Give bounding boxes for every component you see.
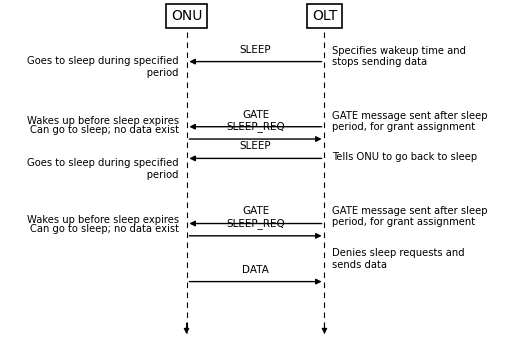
- Text: Denies sleep requests and
sends data: Denies sleep requests and sends data: [332, 248, 465, 270]
- Text: Goes to sleep during specified
              period: Goes to sleep during specified period: [27, 158, 179, 180]
- Text: Specifies wakeup time and
stops sending data: Specifies wakeup time and stops sending …: [332, 45, 466, 67]
- Text: Wakes up before sleep expires: Wakes up before sleep expires: [27, 215, 179, 225]
- Text: Wakes up before sleep expires: Wakes up before sleep expires: [27, 117, 179, 126]
- Text: Can go to sleep; no data exist: Can go to sleep; no data exist: [30, 125, 179, 135]
- Text: SLEEP: SLEEP: [240, 142, 271, 151]
- Text: Tells ONU to go back to sleep: Tells ONU to go back to sleep: [332, 152, 477, 162]
- Text: SLEEP_REQ: SLEEP_REQ: [226, 218, 285, 229]
- Text: SLEEP_REQ: SLEEP_REQ: [226, 121, 285, 132]
- Text: OLT: OLT: [312, 9, 337, 23]
- Text: SLEEP: SLEEP: [240, 45, 271, 55]
- Text: GATE: GATE: [242, 207, 269, 216]
- Text: GATE message sent after sleep
period, for grant assignment: GATE message sent after sleep period, fo…: [332, 206, 487, 227]
- Text: Goes to sleep during specified
              period: Goes to sleep during specified period: [27, 56, 179, 78]
- Text: GATE message sent after sleep
period, for grant assignment: GATE message sent after sleep period, fo…: [332, 111, 487, 132]
- Text: Can go to sleep; no data exist: Can go to sleep; no data exist: [30, 224, 179, 234]
- Text: DATA: DATA: [242, 265, 269, 275]
- Text: ONU: ONU: [171, 9, 202, 23]
- Text: GATE: GATE: [242, 110, 269, 120]
